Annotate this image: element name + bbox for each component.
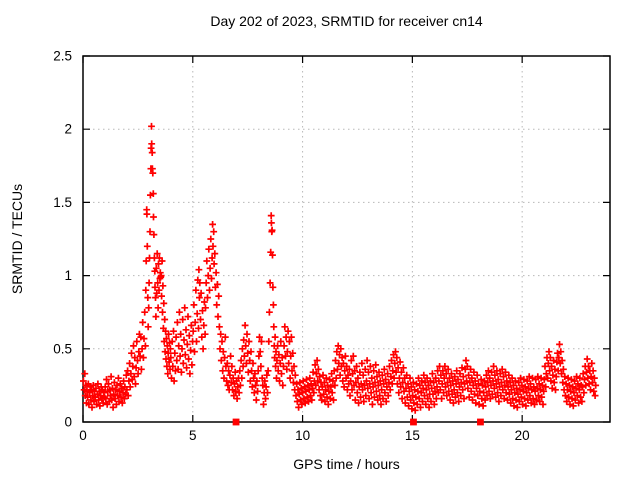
data-point-square	[232, 418, 240, 426]
data-points-plus	[80, 122, 600, 414]
y-tick-label: 0	[64, 415, 72, 430]
x-tick-label: 0	[79, 428, 87, 443]
x-tick-label: 15	[405, 428, 420, 443]
y-tick-label: 0.5	[53, 341, 72, 356]
y-tick-label: 2.5	[53, 49, 72, 64]
x-tick-label: 20	[515, 428, 530, 443]
x-axis-label: GPS time / hours	[293, 456, 400, 472]
tick-marks	[82, 55, 610, 423]
y-tick-label: 2	[64, 122, 72, 137]
plot-border	[82, 55, 611, 423]
data-point-square	[477, 418, 484, 426]
y-tick-label: 1	[64, 268, 72, 283]
x-tick-label: 10	[295, 428, 310, 443]
y-tick-label: 1.5	[53, 195, 72, 210]
chart-title: Day 202 of 2023, SRMTID for receiver cn1…	[210, 13, 483, 29]
x-tick-label: 5	[189, 428, 197, 443]
data-point-square	[410, 418, 417, 426]
